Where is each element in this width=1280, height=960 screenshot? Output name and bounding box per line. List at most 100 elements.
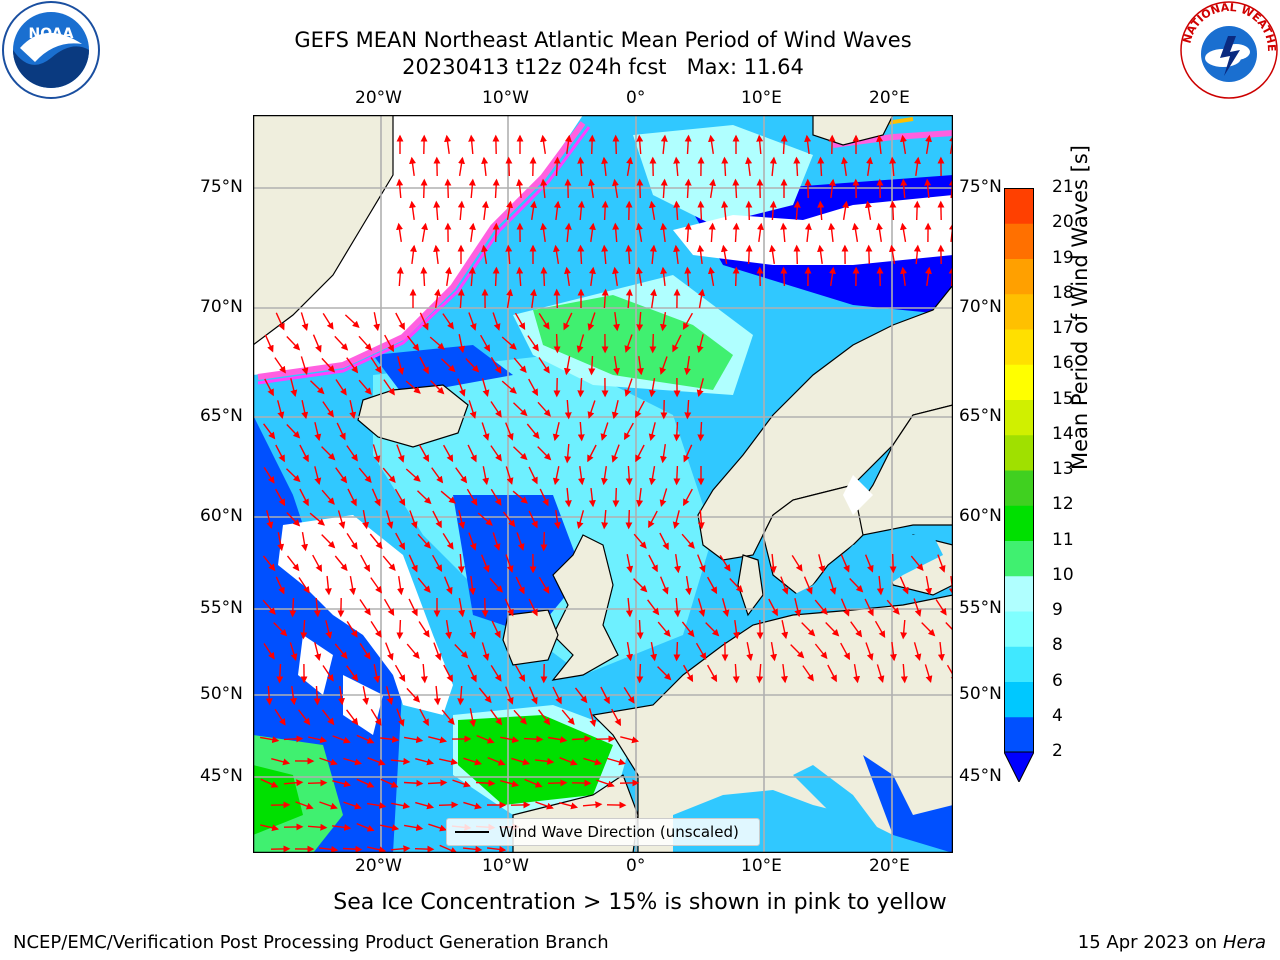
wind-wave-arrow [705,622,720,637]
wind-wave-arrow [397,575,404,596]
wind-wave-arrow [441,358,456,373]
wind-wave-arrow [482,466,490,486]
wind-wave-arrow [286,512,301,527]
wind-wave-arrow [264,378,274,397]
wind-wave-arrow [468,312,477,331]
wind-wave-arrow [681,621,695,638]
wind-wave-arrow [564,487,572,508]
wind-wave-arrow [577,466,585,486]
wind-wave-arrow [286,468,301,483]
wind-wave-arrow [769,244,776,265]
wind-wave-arrow [649,244,657,265]
wind-wave-arrow [383,598,395,617]
wind-wave-arrow [900,134,907,155]
wind-wave-arrow [516,178,524,198]
wind-wave-arrow [276,663,284,684]
wind-wave-arrow [793,244,801,265]
wind-wave-arrow [828,222,836,242]
wind-wave-arrow [431,554,443,573]
wind-wave-arrow [395,312,405,331]
wind-wave-arrow [430,380,445,395]
wind-wave-arrow [659,488,668,507]
wind-wave-arrow [372,444,381,463]
wind-wave-arrow [588,488,596,508]
wind-wave-arrow [552,422,560,442]
wind-wave-arrow [564,222,572,243]
wind-wave-arrow [457,288,465,309]
wind-wave-arrow [481,597,489,618]
wind-wave-arrow [636,663,644,684]
wind-wave-arrow [431,467,444,484]
wind-wave-arrow [864,598,874,617]
wind-wave-arrow [457,378,466,397]
wind-wave-arrow [864,200,872,221]
wind-wave-arrow [433,200,441,221]
colorbar-title: Mean Period of Wind Waves [s] [1068,145,1092,470]
wind-wave-arrow [337,510,346,529]
wind-wave-arrow [492,222,500,243]
wind-wave-arrow [721,200,729,221]
wind-wave-arrow [935,599,947,616]
wind-wave-arrow [900,266,908,286]
lat-tick-right-50n: 50°N [959,684,1002,704]
wind-wave-arrow [321,446,336,461]
wind-wave-arrow [553,510,561,530]
baltic-sea-water [773,535,943,610]
wind-wave-arrow [528,378,538,397]
wind-wave-arrow [636,311,644,332]
wind-wave-arrow [308,736,328,744]
wind-wave-arrow [417,490,432,505]
wind-wave-arrow [553,288,561,309]
wind-wave-arrow [403,736,424,744]
wind-wave-arrow [925,575,933,596]
wind-wave-arrow [405,380,421,394]
wind-wave-arrow [635,444,645,463]
wind-wave-arrow [866,156,873,177]
wind-wave-arrow [396,178,404,199]
wind-wave-arrow [697,421,705,442]
wind-wave-arrow [396,266,404,287]
wind-wave-arrow [390,845,411,853]
wind-wave-arrow [672,510,680,530]
wind-wave-arrow [708,134,715,155]
wind-wave-arrow [648,510,658,529]
wind-wave-arrow [612,487,620,508]
wind-wave-arrow [840,642,850,661]
wind-wave-arrow [624,378,633,397]
wind-wave-arrow [440,490,456,504]
wind-wave-arrow [458,156,465,177]
wind-wave-arrow [756,663,764,684]
wind-wave-arrow [625,509,633,530]
wind-wave-arrow [636,178,644,199]
wind-wave-arrow [370,577,383,594]
wind-wave-arrow [888,244,896,265]
wind-wave-arrow [674,553,681,574]
wind-wave-arrow [335,467,348,484]
colorbar-segment [1004,646,1034,682]
wind-wave-arrow [624,422,634,441]
wind-wave-arrow [650,641,658,662]
wind-wave-arrow [477,512,493,526]
wind-wave-arrow [454,644,469,659]
wind-wave-arrow [649,333,657,354]
wind-wave-arrow [611,400,619,420]
wind-wave-arrow [396,619,404,640]
wind-wave-arrow [468,266,476,287]
colorbar-segment [1004,575,1034,612]
wind-wave-arrow [277,400,285,420]
wind-wave-arrow [442,313,454,330]
wind-wave-arrow [530,200,537,221]
wind-wave-arrow [468,134,476,155]
wind-wave-arrow [828,178,836,198]
wind-wave-arrow [719,555,731,572]
wind-wave-arrow [487,845,507,853]
wind-wave-arrow [300,312,309,331]
wind-wave-arrow [625,288,633,309]
wind-wave-arrow [396,444,405,463]
wind-wave-arrow [564,266,571,287]
colorbar-segment [1004,505,1034,541]
lat-tick-right-70n: 70°N [959,297,1002,317]
wind-wave-arrow [265,685,273,706]
wind-wave-arrow [745,244,753,265]
wind-wave-arrow [698,288,706,309]
